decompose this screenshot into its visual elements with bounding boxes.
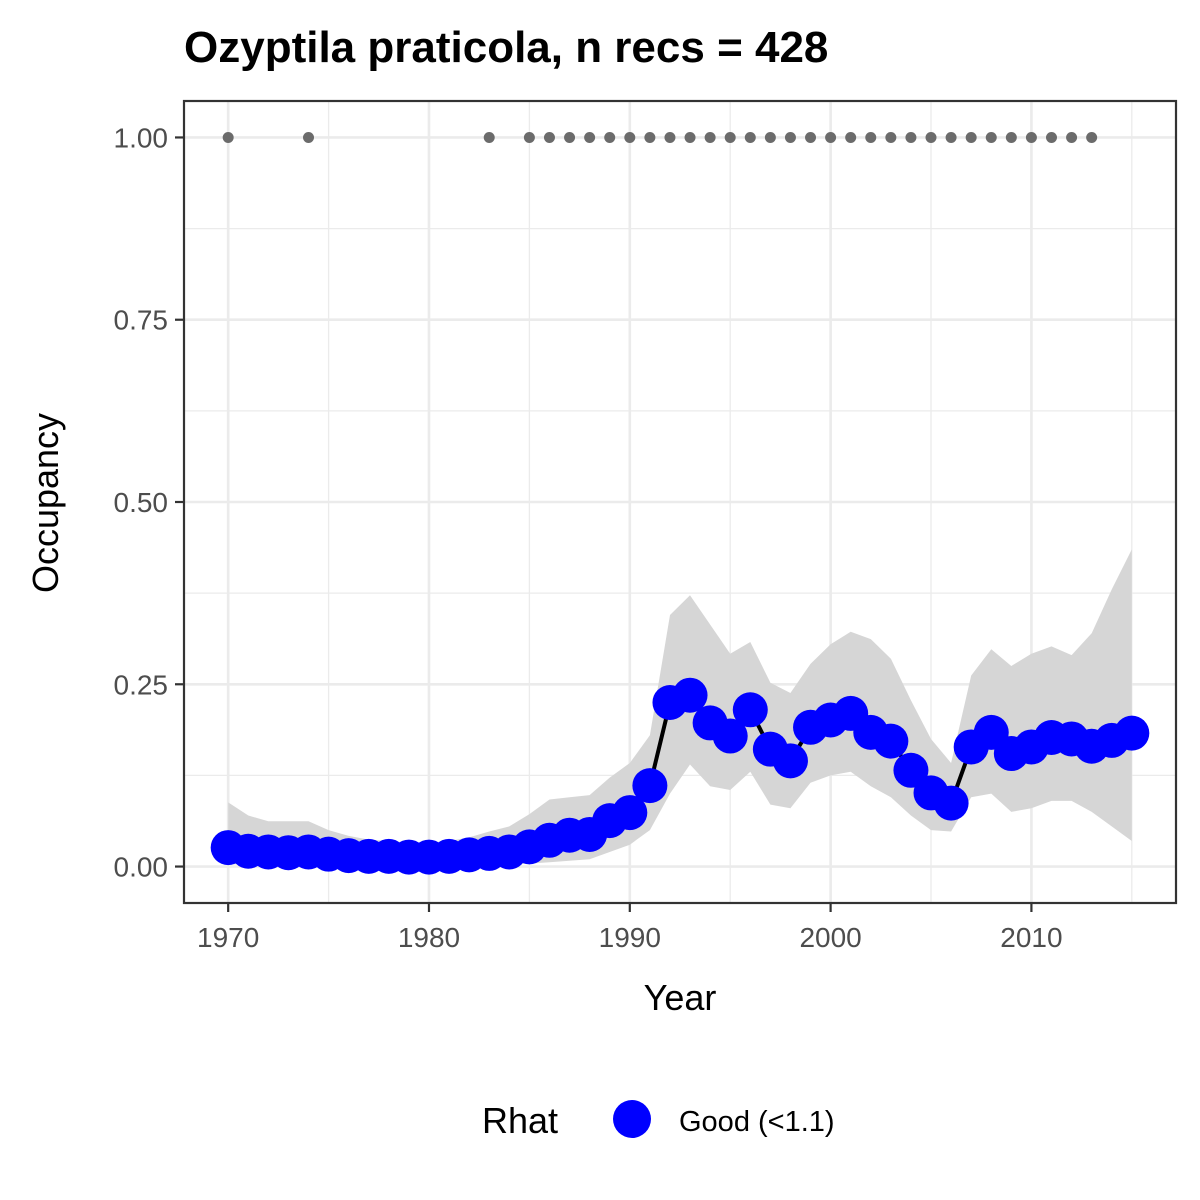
record-year-point bbox=[624, 131, 636, 143]
record-year-point bbox=[784, 131, 796, 143]
occupancy-point bbox=[732, 692, 768, 728]
record-year-point bbox=[303, 131, 315, 143]
x-tick-label: 1970 bbox=[197, 922, 259, 953]
record-year-point bbox=[744, 131, 756, 143]
record-year-point bbox=[222, 131, 234, 143]
y-tick-label: 0.75 bbox=[114, 305, 169, 336]
legend-key-good bbox=[613, 1100, 651, 1138]
record-year-point bbox=[764, 131, 776, 143]
record-year-point bbox=[805, 131, 817, 143]
record-year-point bbox=[985, 131, 997, 143]
record-year-point bbox=[1066, 131, 1078, 143]
x-tick-label: 2000 bbox=[799, 922, 861, 953]
record-year-point bbox=[1045, 131, 1057, 143]
record-year-point bbox=[865, 131, 877, 143]
record-year-point bbox=[704, 131, 716, 143]
record-year-point bbox=[684, 131, 696, 143]
legend: Rhat Good (<1.1) bbox=[482, 1100, 835, 1141]
chart-title: Ozyptila praticola, n recs = 428 bbox=[184, 23, 828, 72]
occupancy-point bbox=[933, 785, 969, 821]
plot-panel bbox=[182, 99, 1178, 905]
record-year-point bbox=[885, 131, 897, 143]
occupancy-point bbox=[632, 768, 668, 804]
y-axis-title: Occupancy bbox=[25, 413, 66, 593]
record-year-point bbox=[564, 131, 576, 143]
occupancy-point bbox=[672, 677, 708, 713]
occupancy-point bbox=[873, 723, 909, 759]
record-year-point bbox=[925, 131, 937, 143]
x-axis-ticks: 1970 1980 1990 2000 2010 bbox=[197, 903, 1063, 953]
legend-title: Rhat bbox=[482, 1100, 558, 1141]
record-year-point bbox=[845, 131, 857, 143]
record-year-point bbox=[1086, 131, 1098, 143]
y-tick-label: 0.25 bbox=[114, 669, 169, 700]
occupancy-point bbox=[772, 743, 808, 779]
legend-label-good: Good (<1.1) bbox=[679, 1106, 835, 1138]
record-year-point bbox=[483, 131, 495, 143]
x-tick-label: 2010 bbox=[1000, 922, 1062, 953]
y-tick-label: 1.00 bbox=[114, 122, 169, 153]
occupancy-point bbox=[1114, 715, 1150, 751]
y-tick-label: 0.00 bbox=[114, 852, 169, 883]
record-year-point bbox=[523, 131, 535, 143]
record-year-point bbox=[905, 131, 917, 143]
x-tick-label: 1990 bbox=[599, 922, 661, 953]
record-year-point bbox=[1025, 131, 1037, 143]
record-year-point bbox=[664, 131, 676, 143]
record-year-point bbox=[965, 131, 977, 143]
record-year-point bbox=[1005, 131, 1017, 143]
y-axis-ticks: 0.00 0.25 0.50 0.75 1.00 bbox=[114, 122, 184, 883]
record-year-point bbox=[945, 131, 957, 143]
record-year-point bbox=[604, 131, 616, 143]
record-year-point bbox=[584, 131, 596, 143]
occupancy-point bbox=[893, 752, 929, 788]
x-axis-title: Year bbox=[644, 977, 717, 1018]
y-tick-label: 0.50 bbox=[114, 487, 169, 518]
x-tick-label: 1980 bbox=[398, 922, 460, 953]
record-year-point bbox=[825, 131, 837, 143]
occupancy-point bbox=[612, 795, 648, 831]
record-year-point bbox=[724, 131, 736, 143]
record-year-point bbox=[543, 131, 555, 143]
record-year-point bbox=[644, 131, 656, 143]
occupancy-point bbox=[712, 718, 748, 754]
